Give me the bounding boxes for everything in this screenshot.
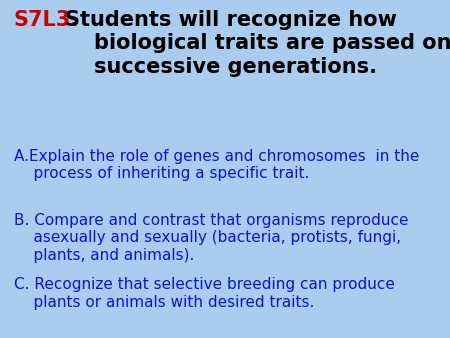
Text: Students will recognize how
    biological traits are passed on to
    successiv: Students will recognize how biological t… (65, 10, 450, 76)
Text: B. Compare and contrast that organisms reproduce
    asexually and sexually (bac: B. Compare and contrast that organisms r… (14, 213, 408, 263)
Text: S7L3.: S7L3. (14, 10, 79, 30)
Text: C. Recognize that selective breeding can produce
    plants or animals with desi: C. Recognize that selective breeding can… (14, 277, 394, 310)
Text: A.Explain the role of genes and chromosomes  in the
    process of inheriting a : A.Explain the role of genes and chromoso… (14, 149, 419, 181)
